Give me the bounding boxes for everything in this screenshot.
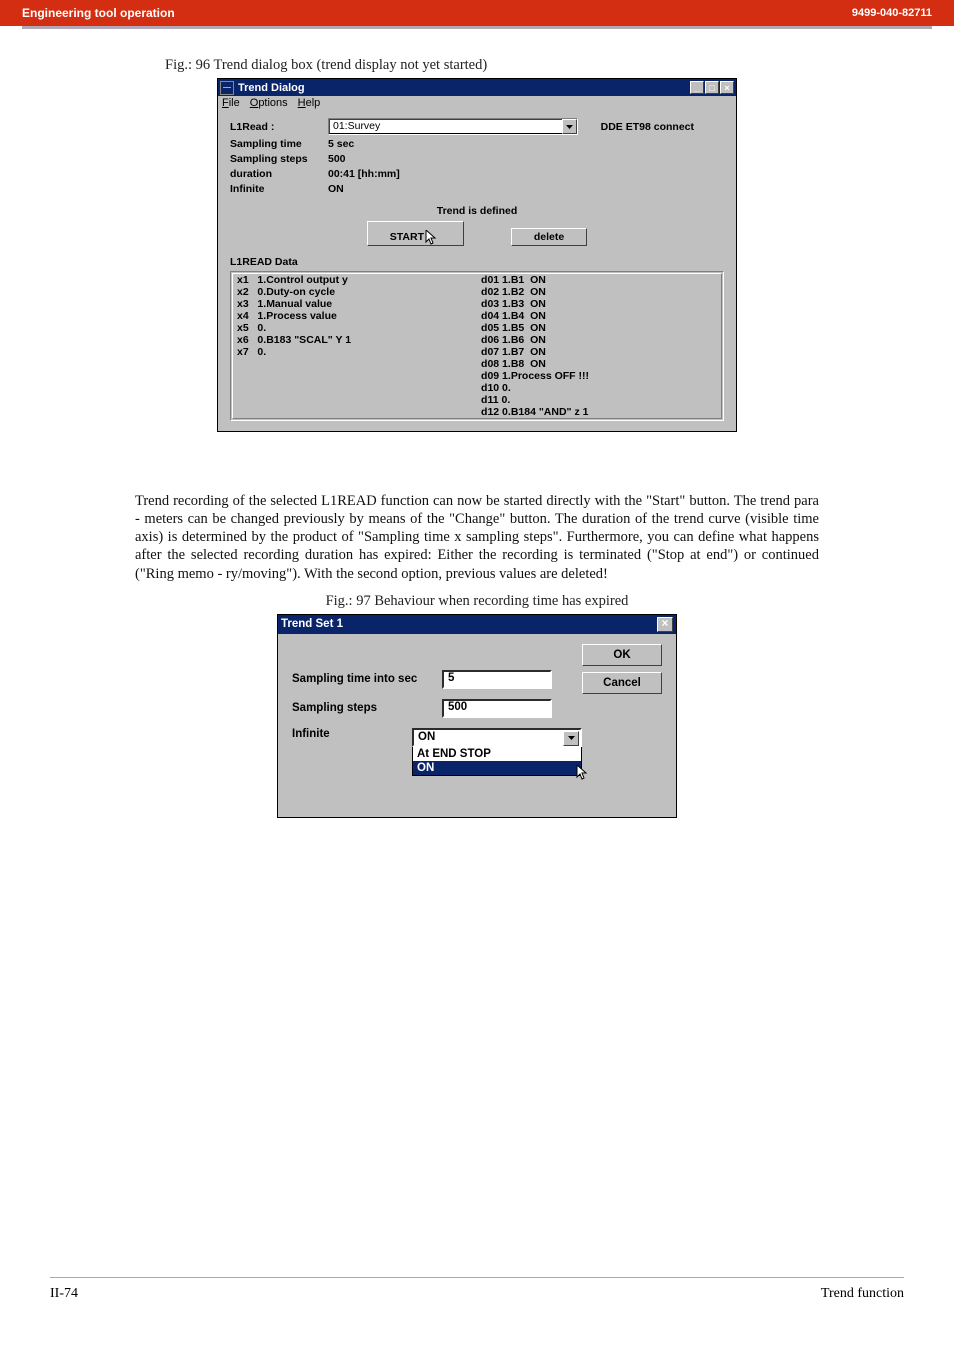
- sampling-time-value: 5 sec: [328, 138, 354, 150]
- page-footer: II-74 Trend function: [0, 1277, 954, 1302]
- sampling-steps-value: 500: [328, 153, 346, 165]
- trend-dialog-title: Trend Dialog: [238, 82, 305, 94]
- sampling-steps-input[interactable]: 500: [442, 699, 552, 718]
- duration-label: duration: [230, 168, 328, 180]
- minimize-icon[interactable]: _: [690, 81, 704, 94]
- start-button-label: START: [390, 231, 424, 243]
- sampling-steps-label2: Sampling steps: [292, 702, 442, 714]
- dropdown-option-on[interactable]: ON: [413, 761, 581, 775]
- figure-97-caption: Fig.: 97 Behaviour when recording time h…: [50, 593, 904, 610]
- cursor-icon: [576, 765, 590, 784]
- infinite-dropdown-list[interactable]: At END STOP ON: [412, 746, 582, 776]
- trend-set-titlebar[interactable]: Trend Set 1 ×: [278, 615, 676, 634]
- menu-bar: File Options Help: [218, 96, 736, 110]
- header-section: Engineering tool operation: [22, 6, 175, 20]
- trend-set-window: Trend Set 1 × Sampling time into sec 5 S…: [277, 614, 677, 818]
- footer-section: Trend function: [821, 1286, 904, 1302]
- trend-dialog-window: — Trend Dialog _ □ × File Options Help L…: [217, 78, 737, 432]
- infinite-dropdown[interactable]: ON: [412, 728, 582, 747]
- cancel-button[interactable]: Cancel: [582, 672, 662, 694]
- figure-96-caption: Fig.: 96 Trend dialog box (trend display…: [165, 57, 904, 74]
- delete-button[interactable]: delete: [511, 228, 587, 246]
- close-icon[interactable]: ×: [657, 617, 673, 632]
- cursor-icon: [425, 230, 439, 249]
- infinite-selected: ON: [418, 731, 435, 743]
- chevron-down-icon[interactable]: [563, 731, 579, 746]
- sampling-time-into-sec-label: Sampling time into sec: [292, 673, 442, 685]
- infinite-label: Infinite: [230, 183, 328, 195]
- close-icon[interactable]: ×: [720, 81, 734, 94]
- menu-file[interactable]: File: [222, 97, 240, 109]
- infinite-value: ON: [328, 183, 344, 195]
- trend-status: Trend is defined: [230, 205, 724, 217]
- l1read-data-label: L1READ Data: [230, 256, 724, 268]
- sampling-time-label: Sampling time: [230, 138, 328, 150]
- trend-dialog-titlebar[interactable]: — Trend Dialog _ □ ×: [218, 79, 736, 96]
- menu-help[interactable]: Help: [298, 97, 321, 109]
- dropdown-option-stop[interactable]: At END STOP: [413, 747, 581, 761]
- l1read-label: L1Read :: [230, 121, 328, 133]
- sampling-time-input[interactable]: 5: [442, 670, 552, 689]
- body-paragraph: Trend recording of the selected L1READ f…: [135, 492, 819, 583]
- header-docnum: 9499-040-82711: [852, 7, 932, 19]
- l1read-x-list: x1 1.Control output y x2 0.Duty-on cycle…: [237, 274, 351, 418]
- maximize-icon[interactable]: □: [705, 81, 719, 94]
- system-menu-icon[interactable]: —: [220, 81, 234, 95]
- sampling-steps-label: Sampling steps: [230, 153, 328, 165]
- menu-options[interactable]: Options: [250, 97, 288, 109]
- l1read-value[interactable]: 01:Survey: [329, 119, 562, 134]
- l1read-combo[interactable]: 01:Survey: [328, 118, 578, 135]
- footer-rule: [50, 1277, 904, 1278]
- start-button[interactable]: START: [367, 221, 464, 246]
- infinite-label2: Infinite: [292, 728, 412, 740]
- header-underline: [22, 26, 932, 29]
- footer-page: II-74: [50, 1286, 78, 1302]
- ok-button[interactable]: OK: [582, 644, 662, 666]
- l1read-data-box: x1 1.Control output y x2 0.Duty-on cycle…: [230, 271, 724, 421]
- chevron-down-icon[interactable]: [562, 119, 577, 134]
- duration-value: 00:41 [hh:mm]: [328, 168, 400, 180]
- page-header: Engineering tool operation 9499-040-8271…: [0, 0, 954, 26]
- dde-connect-label: DDE ET98 connect: [601, 121, 724, 133]
- l1read-d-list: d01 1.B1 ON d02 1.B2 ON d03 1.B3 ON d04 …: [481, 274, 589, 418]
- trend-set-title: Trend Set 1: [281, 618, 343, 630]
